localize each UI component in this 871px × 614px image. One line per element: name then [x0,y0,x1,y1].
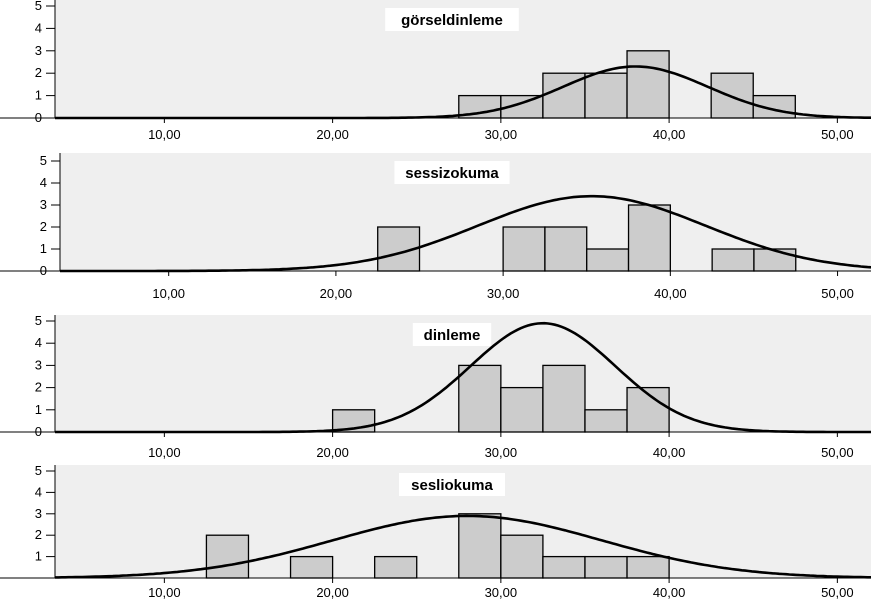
histogram-bar [627,204,671,272]
histogram-panel: 0 1 2 3 4 5 10,00 20,00 30,00 40,00 50,00 görseldin… [0,0,871,142]
x-tick-label: 20,00 [316,585,349,600]
histogram-bar [586,248,630,272]
histogram-bar [584,555,628,579]
x-tick-label: 10,00 [148,585,181,600]
panel-title-box [412,323,492,346]
histogram-bar [289,555,334,579]
x-tick-label: 30,00 [485,445,518,460]
y-tick-label: 5 [35,463,42,478]
histogram-bar [500,386,544,433]
y-tick-label: 1 [35,402,42,417]
histogram-bar [502,226,546,272]
panel-title-box [394,161,510,184]
panel-title: sessizokuma [405,165,499,182]
histogram-bar [626,50,670,119]
histogram-bar [584,409,628,433]
x-tick-label: 10,00 [148,127,181,142]
histogram-bar [711,248,755,272]
histogram-bar [458,513,502,579]
y-tick-label: 0 [35,110,42,125]
x-tick-label: 30,00 [485,585,518,600]
histogram-bar [542,555,586,579]
x-tick-label: 20,00 [320,286,353,301]
x-tick-label: 20,00 [316,127,349,142]
y-tick-label: 5 [35,313,42,328]
panel-title-box [385,8,519,31]
x-tick-label: 30,00 [487,286,520,301]
x-tick-label: 50,00 [821,445,854,460]
x-tick-label: 40,00 [653,445,686,460]
x-tick-label: 50,00 [821,585,854,600]
x-tick-label: 50,00 [821,286,854,301]
x-tick-label: 40,00 [654,286,687,301]
y-tick-label: 3 [35,357,42,372]
histogram-bar [626,555,670,579]
y-tick-label: 3 [35,506,42,521]
x-tick-label: 40,00 [653,585,686,600]
histogram-bar [458,364,502,433]
histogram-panel: 0 1 2 3 4 5 10,00 20,00 30,00 40,00 50,00 sessizoku… [0,153,871,301]
histogram-bar [374,555,418,579]
y-tick-label: 3 [40,197,47,212]
y-tick-label: 1 [40,241,47,256]
y-tick-label: 4 [40,175,47,190]
panel-title-box [399,473,505,496]
x-tick-label: 10,00 [152,286,185,301]
y-tick-label: 2 [35,380,42,395]
panel-title: görseldinleme [401,12,503,29]
y-tick-label: 4 [35,335,42,350]
histogram-panel: 1 2 3 4 5 10,00 20,00 30,00 40,00 50,00 sesliokuma [0,463,871,600]
x-tick-label: 40,00 [653,127,686,142]
histogram-bar [544,226,588,272]
histogram-bar [542,364,586,433]
histogram-bar [753,248,797,272]
y-tick-label: 0 [40,263,47,278]
y-tick-label: 2 [35,65,42,80]
histogram-bar [500,534,544,579]
x-tick-label: 20,00 [316,445,349,460]
y-tick-label: 2 [40,219,47,234]
y-tick-label: 3 [35,43,42,58]
histogram-bar [205,534,250,579]
y-tick-label: 4 [35,484,42,499]
histogram-panel: 0 1 2 3 4 5 10,00 20,00 30,00 40,00 50,00 dinleme [0,313,871,460]
x-tick-label: 10,00 [148,445,181,460]
panel-title: dinleme [424,327,481,344]
y-tick-label: 1 [35,88,42,103]
x-tick-label: 50,00 [821,127,854,142]
y-tick-label: 0 [35,424,42,439]
histogram-bar [584,72,628,119]
y-tick-label: 2 [35,527,42,542]
y-tick-label: 1 [35,549,42,564]
panel-title: sesliokuma [411,477,493,494]
y-tick-label: 5 [35,0,42,13]
normal-curve [55,514,871,579]
y-tick-label: 4 [35,20,42,35]
y-tick-label: 5 [40,153,47,168]
x-tick-label: 30,00 [485,127,518,142]
